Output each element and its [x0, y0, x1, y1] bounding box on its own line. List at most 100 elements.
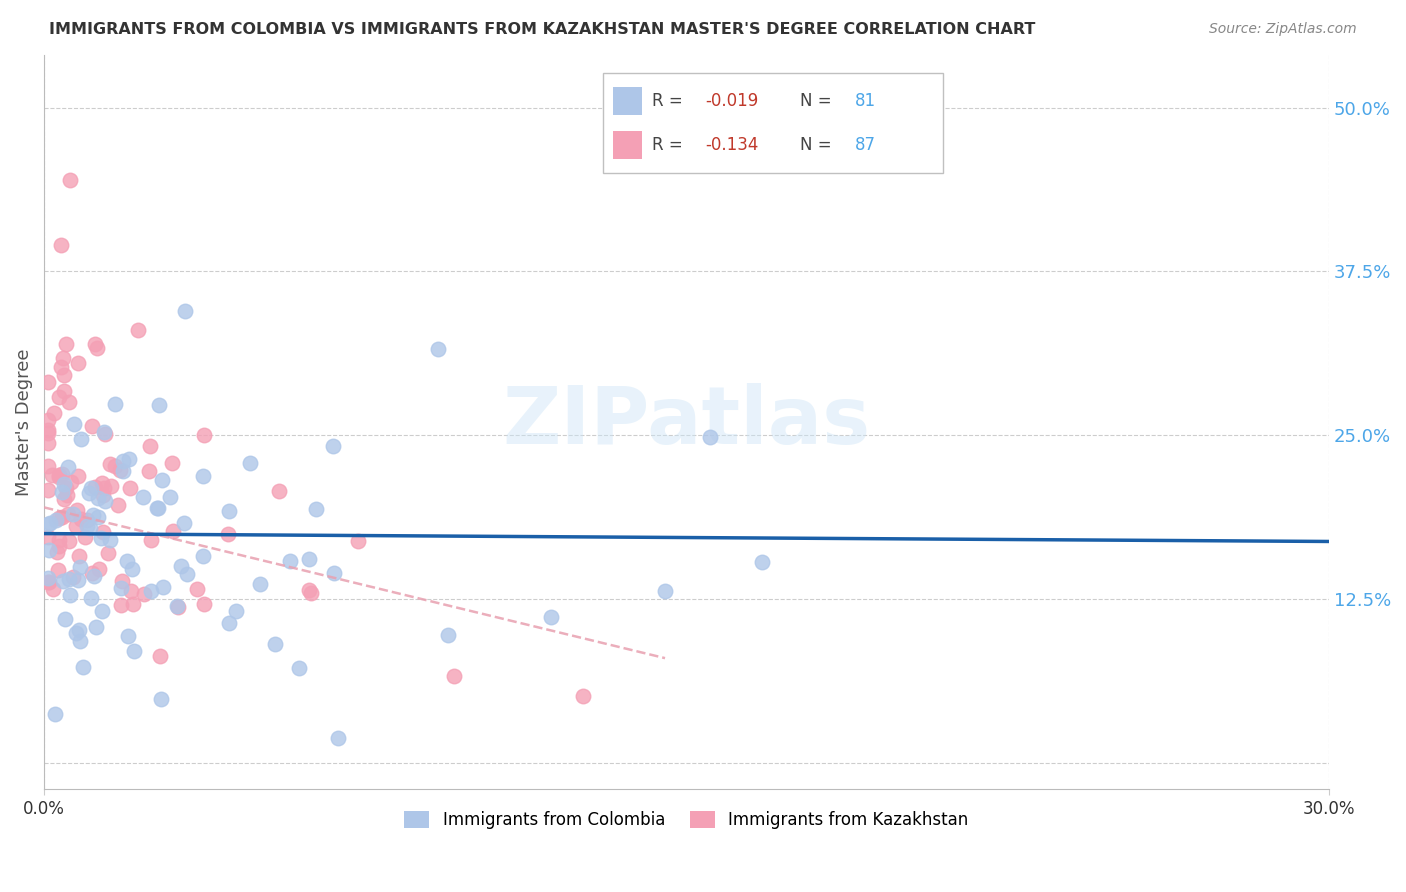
Text: R =: R =	[652, 136, 689, 153]
Point	[298, 582, 321, 597]
Point	[217, 527, 239, 541]
Point	[264, 637, 287, 651]
Point	[51, 467, 73, 481]
Point	[84, 479, 107, 493]
Point	[269, 484, 291, 499]
Point	[191, 549, 214, 563]
Point	[65, 518, 87, 533]
Point	[48, 390, 70, 404]
Point	[193, 469, 215, 483]
Point	[52, 351, 75, 365]
Point	[139, 583, 162, 598]
Point	[48, 539, 70, 553]
Legend: Immigrants from Colombia, Immigrants from Kazakhstan: Immigrants from Colombia, Immigrants fro…	[398, 805, 976, 836]
Point	[90, 531, 112, 545]
Point	[90, 604, 112, 618]
Point	[159, 491, 181, 505]
Point	[69, 633, 91, 648]
Point	[162, 456, 184, 470]
FancyBboxPatch shape	[603, 73, 943, 172]
Point	[38, 574, 60, 589]
Point	[80, 481, 103, 495]
Point	[79, 520, 101, 534]
Point	[76, 513, 98, 527]
Point	[298, 552, 321, 566]
Point	[76, 519, 98, 533]
Point	[55, 336, 77, 351]
Point	[41, 468, 63, 483]
Point	[59, 588, 82, 602]
Point	[115, 554, 138, 568]
Point	[53, 491, 76, 506]
Point	[118, 452, 141, 467]
Point	[46, 563, 69, 577]
Point	[218, 615, 240, 630]
Point	[66, 573, 89, 587]
Point	[87, 562, 110, 576]
Point	[86, 342, 108, 356]
Point	[108, 463, 131, 477]
Point	[148, 398, 170, 412]
Point	[174, 303, 197, 318]
Bar	[613, 131, 643, 159]
Point	[167, 600, 190, 615]
Point	[299, 586, 322, 600]
Point	[104, 459, 127, 474]
Point	[38, 543, 60, 558]
Point	[48, 533, 70, 547]
Point	[437, 628, 460, 642]
Text: 87: 87	[855, 136, 876, 153]
Point	[52, 384, 75, 398]
Point	[225, 604, 247, 618]
Point	[170, 559, 193, 574]
Point	[48, 470, 70, 484]
Point	[146, 500, 169, 515]
Point	[193, 428, 215, 442]
Point	[37, 375, 59, 389]
Text: N =: N =	[800, 92, 837, 111]
Point	[699, 430, 721, 444]
Point	[94, 494, 117, 508]
Point	[37, 530, 59, 544]
Point	[91, 488, 114, 502]
Point	[37, 517, 59, 532]
Point	[150, 474, 173, 488]
Point	[173, 516, 195, 530]
Point	[323, 566, 346, 580]
Point	[193, 598, 215, 612]
Point	[146, 500, 169, 515]
Point	[58, 572, 80, 586]
Point	[37, 571, 59, 585]
Text: R =: R =	[652, 92, 689, 111]
Point	[58, 459, 80, 474]
Point	[60, 475, 83, 490]
Point	[218, 503, 240, 517]
Point	[72, 659, 94, 673]
Point	[120, 481, 142, 495]
Point	[149, 692, 172, 706]
Point	[94, 427, 117, 442]
Point	[62, 569, 84, 583]
Point	[98, 457, 121, 471]
Point	[37, 426, 59, 441]
Point	[53, 611, 76, 625]
Point	[322, 439, 344, 453]
Text: -0.019: -0.019	[704, 92, 758, 111]
Point	[112, 453, 135, 467]
Point	[37, 423, 59, 437]
Point	[49, 359, 72, 374]
Point	[122, 597, 145, 611]
Point	[152, 580, 174, 594]
Point	[162, 524, 184, 538]
Point	[83, 568, 105, 582]
Point	[121, 562, 143, 576]
Point	[100, 478, 122, 492]
Text: -0.134: -0.134	[704, 136, 758, 153]
Point	[59, 172, 82, 186]
Point	[53, 368, 76, 383]
Point	[42, 406, 65, 420]
Point	[111, 574, 134, 589]
Point	[69, 560, 91, 574]
Point	[117, 629, 139, 643]
Point	[328, 731, 350, 746]
